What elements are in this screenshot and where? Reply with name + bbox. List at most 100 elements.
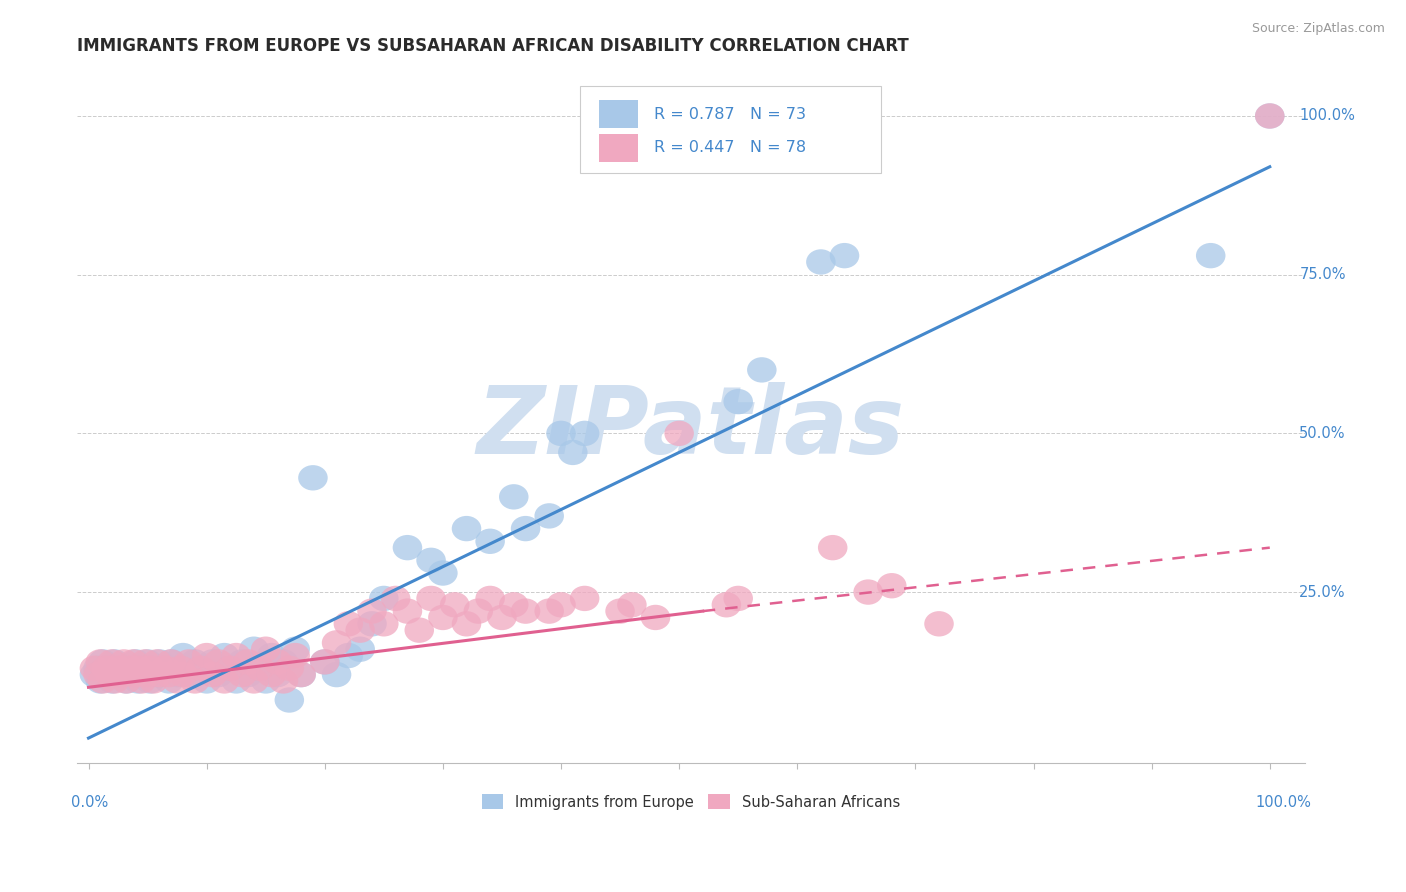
- Ellipse shape: [215, 656, 245, 681]
- Ellipse shape: [135, 668, 165, 694]
- Ellipse shape: [440, 592, 470, 617]
- Ellipse shape: [127, 668, 156, 694]
- Ellipse shape: [156, 649, 186, 674]
- Legend: Immigrants from Europe, Sub-Saharan Africans: Immigrants from Europe, Sub-Saharan Afri…: [475, 789, 905, 815]
- Ellipse shape: [269, 668, 298, 694]
- Ellipse shape: [132, 662, 162, 688]
- Ellipse shape: [121, 662, 150, 688]
- Ellipse shape: [162, 668, 191, 694]
- Ellipse shape: [1256, 103, 1285, 128]
- Ellipse shape: [198, 649, 228, 674]
- Ellipse shape: [83, 656, 112, 681]
- Ellipse shape: [115, 656, 145, 681]
- Ellipse shape: [711, 592, 741, 617]
- Ellipse shape: [156, 649, 186, 674]
- Ellipse shape: [877, 573, 907, 599]
- Ellipse shape: [86, 649, 115, 674]
- Ellipse shape: [155, 668, 184, 694]
- Ellipse shape: [209, 643, 239, 668]
- Ellipse shape: [118, 662, 148, 688]
- Text: 75.0%: 75.0%: [1299, 268, 1346, 282]
- Ellipse shape: [287, 662, 316, 688]
- Text: Source: ZipAtlas.com: Source: ZipAtlas.com: [1251, 22, 1385, 36]
- Ellipse shape: [747, 357, 776, 383]
- Ellipse shape: [145, 649, 174, 674]
- Ellipse shape: [280, 637, 309, 662]
- Ellipse shape: [416, 548, 446, 573]
- Ellipse shape: [806, 249, 835, 275]
- Ellipse shape: [245, 656, 274, 681]
- Ellipse shape: [145, 662, 174, 688]
- Ellipse shape: [127, 656, 156, 681]
- Ellipse shape: [558, 440, 588, 465]
- Ellipse shape: [131, 662, 160, 688]
- Ellipse shape: [274, 688, 304, 713]
- Ellipse shape: [150, 656, 180, 681]
- Ellipse shape: [96, 662, 125, 688]
- Ellipse shape: [91, 656, 121, 681]
- Ellipse shape: [392, 599, 422, 624]
- Ellipse shape: [724, 389, 754, 414]
- Ellipse shape: [97, 649, 127, 674]
- Ellipse shape: [83, 662, 112, 688]
- Ellipse shape: [368, 586, 398, 611]
- Ellipse shape: [174, 662, 204, 688]
- Ellipse shape: [830, 243, 859, 268]
- Ellipse shape: [1256, 103, 1285, 128]
- Ellipse shape: [135, 656, 165, 681]
- Ellipse shape: [499, 592, 529, 617]
- Ellipse shape: [245, 656, 274, 681]
- Ellipse shape: [818, 535, 848, 560]
- Ellipse shape: [155, 662, 184, 688]
- Ellipse shape: [142, 649, 172, 674]
- Ellipse shape: [451, 611, 481, 637]
- Ellipse shape: [91, 662, 121, 688]
- Ellipse shape: [166, 656, 195, 681]
- Ellipse shape: [169, 662, 198, 688]
- Ellipse shape: [1197, 243, 1226, 268]
- Ellipse shape: [464, 599, 494, 624]
- Ellipse shape: [357, 599, 387, 624]
- Text: 25.0%: 25.0%: [1299, 584, 1346, 599]
- Ellipse shape: [263, 662, 292, 688]
- Ellipse shape: [475, 586, 505, 611]
- Ellipse shape: [298, 465, 328, 491]
- Ellipse shape: [166, 656, 195, 681]
- Ellipse shape: [115, 656, 145, 681]
- FancyBboxPatch shape: [581, 87, 882, 173]
- Ellipse shape: [924, 611, 953, 637]
- Ellipse shape: [80, 662, 110, 688]
- Ellipse shape: [233, 662, 263, 688]
- Ellipse shape: [139, 656, 169, 681]
- Ellipse shape: [204, 649, 233, 674]
- Ellipse shape: [309, 649, 339, 674]
- Ellipse shape: [186, 656, 215, 681]
- Ellipse shape: [107, 662, 136, 688]
- Ellipse shape: [606, 599, 636, 624]
- Ellipse shape: [665, 421, 695, 446]
- Ellipse shape: [569, 586, 599, 611]
- FancyBboxPatch shape: [599, 134, 638, 161]
- Ellipse shape: [257, 662, 287, 688]
- Ellipse shape: [100, 668, 129, 694]
- Ellipse shape: [534, 503, 564, 529]
- Ellipse shape: [215, 656, 245, 681]
- Ellipse shape: [263, 649, 292, 674]
- Ellipse shape: [103, 662, 132, 688]
- Ellipse shape: [451, 516, 481, 541]
- Ellipse shape: [239, 637, 269, 662]
- Ellipse shape: [381, 586, 411, 611]
- Ellipse shape: [107, 656, 136, 681]
- Ellipse shape: [228, 649, 257, 674]
- Ellipse shape: [180, 649, 209, 674]
- Ellipse shape: [233, 649, 263, 674]
- Ellipse shape: [204, 662, 233, 688]
- Ellipse shape: [118, 649, 148, 674]
- Ellipse shape: [333, 643, 363, 668]
- Ellipse shape: [89, 649, 118, 674]
- Ellipse shape: [221, 643, 250, 668]
- Ellipse shape: [322, 662, 352, 688]
- Text: R = 0.787   N = 73: R = 0.787 N = 73: [654, 106, 806, 121]
- FancyBboxPatch shape: [599, 100, 638, 128]
- Ellipse shape: [228, 662, 257, 688]
